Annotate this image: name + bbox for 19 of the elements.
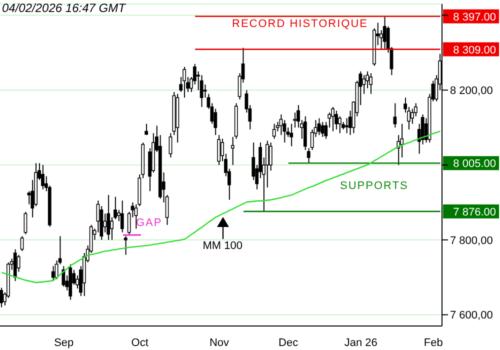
annotation: RECORD HISTORIQUE <box>232 17 368 31</box>
ref-line-label: 7 876.00 <box>453 206 496 218</box>
x-tick-label: Nov <box>209 337 230 349</box>
ref-line-label: 8 309.00 <box>453 44 496 56</box>
x-tick-label: Sep <box>54 337 74 349</box>
x-tick-label: Oct <box>131 337 148 349</box>
x-tick-label: Feb <box>424 337 443 349</box>
annotation: SUPPORTS <box>340 179 408 193</box>
x-tick-label: Jan 26 <box>344 337 378 349</box>
annotation: 04/02/2026 16:47 GMT <box>2 1 126 15</box>
series-label: MM 100 <box>202 240 242 252</box>
ref-line-label: 8 397.00 <box>453 11 496 24</box>
candlestick <box>293 112 297 128</box>
annotation: GAP <box>136 216 162 230</box>
y-tick-label: 8 200,00 <box>450 85 493 98</box>
x-tick-label: Dec <box>278 337 299 349</box>
ref-line-label: 8 005.00 <box>453 158 496 170</box>
y-tick-label: 7 800,00 <box>450 234 493 247</box>
y-tick-label: 7 600,00 <box>450 310 493 322</box>
